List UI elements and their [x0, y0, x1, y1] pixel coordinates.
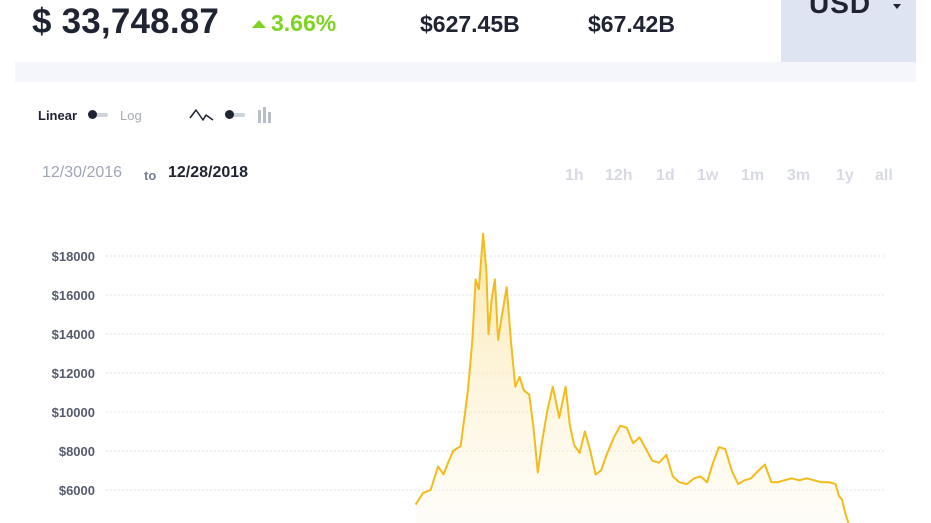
range-buttons: 1h 12h 1d 1w 1m 3m 1y all	[550, 167, 896, 187]
price-value: $ 33,748.87	[32, 2, 220, 41]
y-tick-label: $10000	[52, 405, 95, 420]
scale-toggle[interactable]	[88, 110, 108, 119]
y-axis-labels: $18000 $16000 $14000 $12000 $10000 $8000 $6000	[52, 249, 95, 498]
price-area	[415, 233, 849, 523]
price-chart: $18000 $16000 $14000 $12000 $10000 $8000 $6000	[52, 232, 886, 523]
price-change: 3.66%	[252, 10, 336, 37]
currency-select[interactable]: USD	[781, 0, 916, 62]
header-divider-band	[15, 62, 916, 82]
volume-value: $67.42B	[588, 11, 675, 37]
y-tick-label: $14000	[52, 327, 95, 342]
range-button-3m[interactable]: 3m	[787, 167, 811, 184]
y-tick-label: $16000	[52, 288, 95, 303]
y-tick-label: $12000	[52, 366, 95, 381]
scale-log-label[interactable]: Log	[120, 108, 142, 123]
date-to-input[interactable]: 12/28/2018	[168, 164, 249, 181]
y-tick-label: $6000	[59, 483, 95, 498]
arrow-up-icon	[252, 20, 266, 28]
range-button-1m[interactable]: 1m	[741, 167, 765, 184]
price-change-value: 3.66%	[271, 10, 337, 36]
range-button-1d[interactable]: 1d	[656, 167, 675, 184]
bar-chart-icon[interactable]	[257, 106, 273, 124]
header-bar: $ 33,748.87 3.66% $627.45B $67.42B USD	[0, 0, 931, 62]
y-tick-label: $8000	[59, 444, 95, 459]
range-button-1h[interactable]: 1h	[565, 167, 584, 184]
range-button-all[interactable]: all	[875, 167, 893, 184]
currency-label: USD	[809, 0, 872, 19]
date-range-separator: to	[144, 168, 157, 183]
price-line	[414, 232, 850, 523]
range-button-1y[interactable]: 1y	[836, 167, 854, 184]
date-from-input[interactable]: 12/30/2016	[42, 164, 123, 181]
range-button-1w[interactable]: 1w	[697, 167, 719, 184]
chart-type-toggle[interactable]	[225, 110, 245, 119]
range-button-12h[interactable]: 12h	[605, 167, 633, 184]
line-chart-icon[interactable]	[189, 106, 215, 124]
toggle-knob	[225, 110, 234, 119]
y-tick-label: $18000	[52, 249, 95, 264]
scale-linear-label[interactable]: Linear	[38, 108, 78, 123]
market-cap-value: $627.45B	[420, 11, 520, 37]
toggle-knob	[88, 110, 97, 119]
caret-down-icon	[893, 4, 901, 9]
